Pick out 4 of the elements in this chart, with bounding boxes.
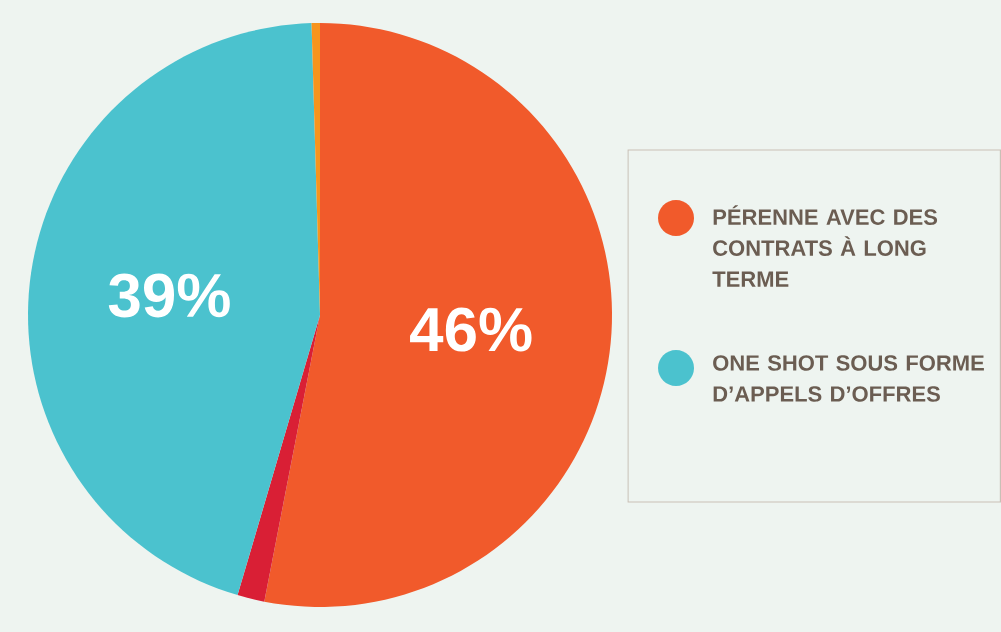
data-label: 39% (108, 273, 230, 318)
legend-label: ONE SHOT SOUS FORME D’APPELS D’OFFRES (713, 355, 984, 402)
legend-label: PÉRENNE AVEC DES CONTRATS À LONG TERME (712, 205, 938, 287)
data-label: 46% (410, 307, 532, 352)
